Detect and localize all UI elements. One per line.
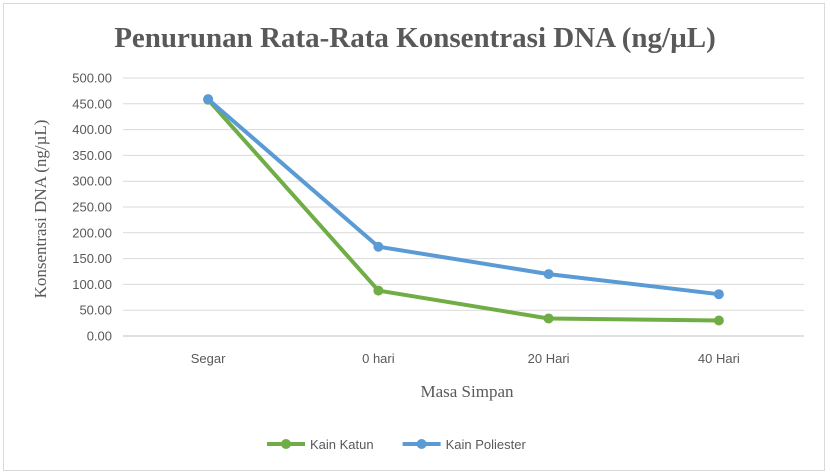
y-tick-label: 500.00 [72, 71, 112, 86]
y-tick-label: 400.00 [72, 122, 112, 137]
legend-swatch-marker [416, 439, 427, 449]
y-tick-label: 300.00 [72, 174, 112, 189]
x-axis-ticks: Segar 0 hari 20 Hari 40 Hari [191, 351, 740, 366]
legend-item-kain-poliester: Kain Poliester [402, 437, 527, 452]
y-axis-ticks: 0.00 50.00 100.00 150.00 200.00 250.00 300.00 3… [72, 71, 112, 344]
legend: Kain Katun Kain Poliester [267, 437, 526, 452]
chart-frame [3, 3, 825, 471]
x-tick-label: Segar [191, 351, 226, 366]
y-tick-label: 100.00 [72, 277, 112, 292]
series-lines [203, 94, 724, 326]
legend-item-kain-katun: Kain Katun [267, 437, 374, 452]
x-tick-label: 40 Hari [698, 351, 740, 366]
x-tick-label: 0 hari [362, 351, 395, 366]
y-tick-label: 350.00 [72, 148, 112, 163]
series-line-kain-katun [206, 97, 721, 323]
data-point-kain-poliester [543, 269, 554, 280]
data-point-kain-katun [543, 313, 554, 324]
y-axis-title: Konsentrasi DNA (ng/µL) [31, 120, 50, 299]
legend-swatch-marker [281, 439, 291, 449]
data-point-kain-katun [373, 285, 384, 296]
series-line-kain-poliester [206, 97, 721, 297]
x-tick-label: 20 Hari [528, 351, 570, 366]
y-tick-label: 150.00 [72, 251, 112, 266]
legend-label: Kain Katun [310, 437, 374, 452]
series-kain-poliester [203, 94, 724, 300]
data-point-kain-poliester [713, 289, 724, 300]
y-tick-label: 250.00 [72, 200, 112, 215]
data-point-kain-poliester [203, 94, 214, 105]
y-tick-label: 200.00 [72, 225, 112, 240]
y-tick-label: 450.00 [72, 96, 112, 111]
chart-title: Penurunan Rata-Rata Konsentrasi DNA (ng/… [114, 22, 716, 54]
data-point-kain-poliester [373, 241, 384, 252]
data-point-kain-katun [713, 315, 724, 326]
y-tick-label: 0.00 [87, 329, 112, 344]
x-axis-title: Masa Simpan [420, 382, 514, 401]
y-tick-label: 50.00 [79, 303, 112, 318]
legend-label: Kain Poliester [446, 437, 527, 452]
